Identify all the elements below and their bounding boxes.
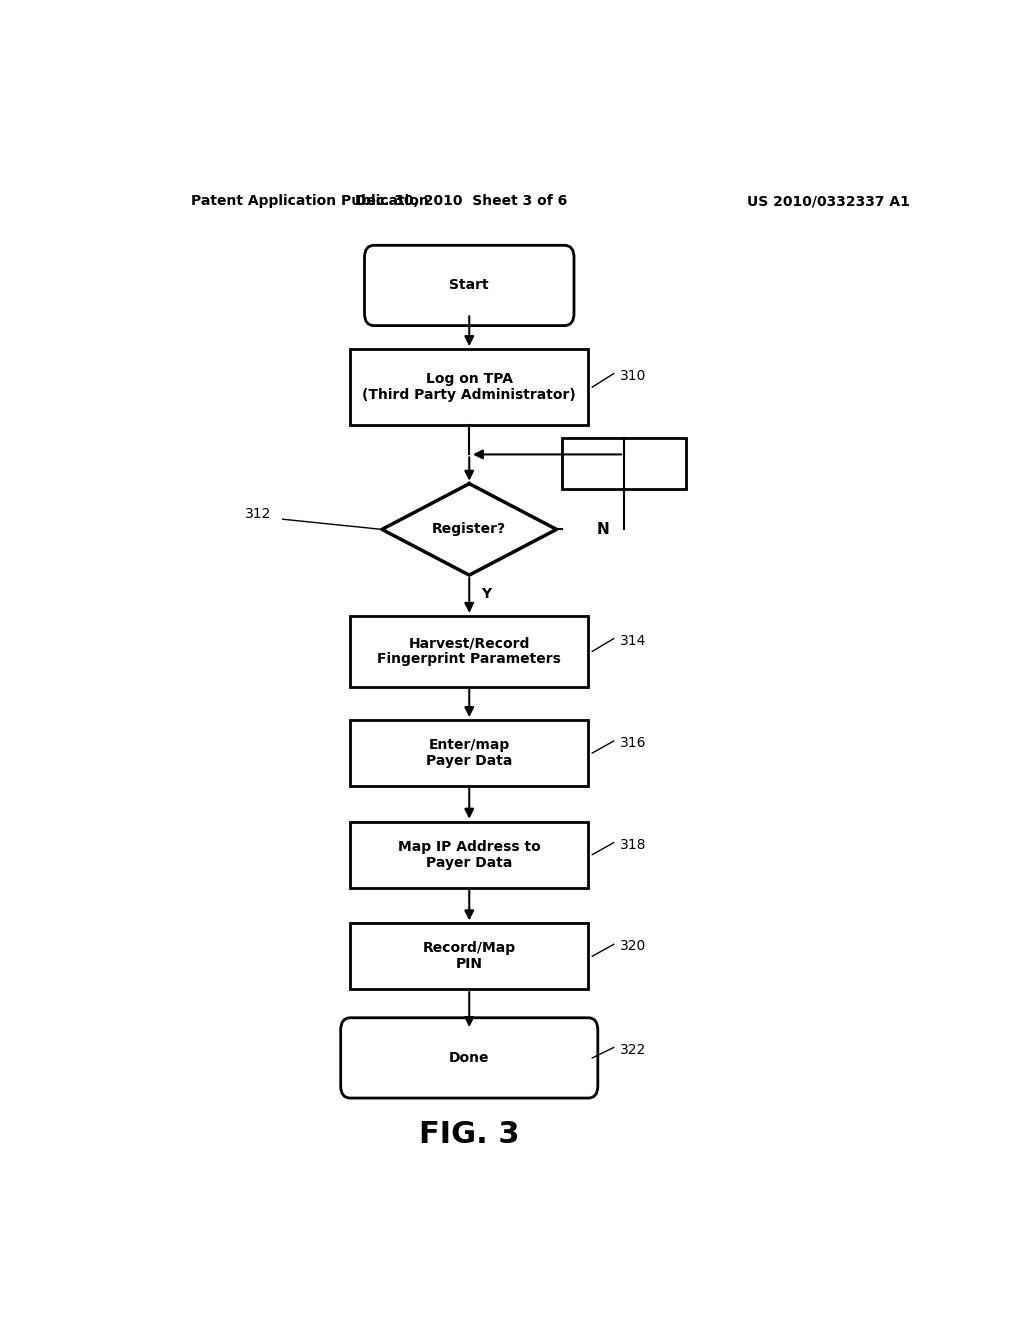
Text: Dec. 30, 2010  Sheet 3 of 6: Dec. 30, 2010 Sheet 3 of 6 bbox=[355, 194, 567, 209]
Text: Record/Map
PIN: Record/Map PIN bbox=[423, 941, 516, 972]
Bar bbox=[350, 719, 588, 785]
Text: N: N bbox=[596, 521, 609, 537]
Bar bbox=[350, 615, 588, 686]
Text: 310: 310 bbox=[620, 368, 646, 383]
Bar bbox=[562, 438, 685, 488]
Text: 318: 318 bbox=[620, 838, 646, 851]
Text: Patent Application Publication: Patent Application Publication bbox=[191, 194, 429, 209]
Text: 314: 314 bbox=[620, 634, 646, 648]
Bar bbox=[350, 821, 588, 887]
Text: 322: 322 bbox=[620, 1043, 646, 1056]
Polygon shape bbox=[382, 483, 557, 576]
Bar bbox=[350, 348, 588, 425]
Text: Y: Y bbox=[481, 587, 492, 602]
Text: Log on TPA
(Third Party Administrator): Log on TPA (Third Party Administrator) bbox=[362, 372, 577, 403]
Text: Map IP Address to
Payer Data: Map IP Address to Payer Data bbox=[398, 840, 541, 870]
Text: 316: 316 bbox=[620, 737, 646, 750]
Text: 312: 312 bbox=[245, 507, 270, 521]
Text: Register?: Register? bbox=[432, 523, 506, 536]
Text: Enter/map
Payer Data: Enter/map Payer Data bbox=[426, 738, 512, 768]
Bar bbox=[350, 923, 588, 989]
FancyBboxPatch shape bbox=[365, 246, 574, 326]
Text: FIG. 3: FIG. 3 bbox=[419, 1119, 519, 1148]
Text: 320: 320 bbox=[620, 940, 646, 953]
Text: US 2010/0332337 A1: US 2010/0332337 A1 bbox=[748, 194, 910, 209]
Text: Done: Done bbox=[449, 1051, 489, 1065]
Text: Harvest/Record
Fingerprint Parameters: Harvest/Record Fingerprint Parameters bbox=[377, 636, 561, 667]
Text: Start: Start bbox=[450, 279, 489, 293]
FancyBboxPatch shape bbox=[341, 1018, 598, 1098]
